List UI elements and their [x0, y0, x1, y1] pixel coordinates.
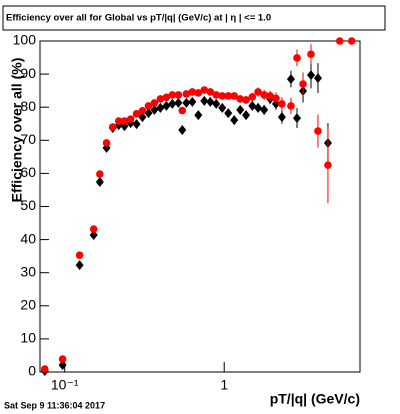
marker: [96, 170, 104, 178]
marker: [242, 110, 251, 121]
marker: [260, 91, 268, 99]
marker: [182, 90, 191, 98]
marker: [254, 102, 263, 113]
y-tick-label: 50: [20, 197, 36, 213]
marker: [126, 115, 135, 123]
marker: [150, 104, 159, 115]
marker: [75, 260, 84, 271]
marker: [293, 54, 301, 62]
timestamp: Sat Sep 9 11:36:04 2017: [4, 400, 105, 410]
marker: [324, 161, 332, 169]
marker: [132, 110, 141, 118]
marker: [138, 107, 147, 115]
marker: [314, 127, 322, 135]
marker: [182, 97, 191, 108]
marker: [200, 86, 209, 94]
marker: [206, 96, 215, 107]
marker: [95, 177, 104, 188]
marker: [236, 104, 245, 115]
marker: [347, 37, 356, 45]
y-tick-label: 30: [20, 263, 36, 279]
marker: [144, 108, 153, 119]
marker: [174, 97, 183, 108]
marker: [248, 93, 257, 101]
marker: [168, 91, 177, 99]
y-axis-label: Efficiency over all (%): [9, 58, 25, 203]
y-tick-label: 100: [13, 32, 37, 48]
marker: [162, 100, 171, 111]
marker: [40, 365, 49, 373]
marker: [138, 112, 147, 123]
y-tick-label: 40: [20, 230, 36, 246]
marker: [206, 88, 215, 96]
marker: [188, 96, 197, 107]
marker: [132, 119, 141, 130]
marker: [162, 93, 171, 102]
marker: [75, 251, 84, 259]
marker: [120, 117, 129, 125]
marker: [254, 88, 262, 96]
chart-title: Efficiency over all for Global vs pT/|q|…: [6, 13, 271, 24]
marker: [224, 92, 233, 100]
marker: [114, 117, 123, 125]
marker: [150, 99, 159, 107]
marker: [230, 115, 239, 126]
marker: [156, 95, 165, 103]
marker: [335, 37, 344, 45]
marker: [287, 102, 295, 110]
marker: [278, 100, 286, 108]
marker: [200, 95, 209, 106]
y-tick-label: 20: [20, 297, 36, 313]
y-tick-label: 60: [20, 164, 36, 180]
marker: [218, 102, 227, 113]
marker: [299, 80, 307, 88]
y-tick-label: 80: [20, 98, 36, 114]
y-tick-label: 0: [28, 363, 36, 379]
marker: [212, 98, 221, 109]
marker: [156, 102, 165, 113]
marker: [194, 110, 203, 121]
marker: [313, 73, 322, 84]
marker: [248, 100, 257, 111]
x-tick-label: 10⁻¹: [51, 377, 79, 393]
marker: [89, 229, 98, 240]
marker: [188, 88, 197, 96]
marker: [242, 96, 250, 104]
y-tick-label: 90: [20, 65, 36, 81]
marker: [102, 139, 111, 147]
marker: [58, 355, 67, 363]
marker: [236, 95, 245, 103]
marker: [277, 112, 286, 123]
x-axis-label: pT/|q| (GeV/c): [270, 391, 360, 407]
marker: [293, 113, 302, 124]
marker: [144, 102, 153, 110]
marker: [108, 123, 117, 131]
marker: [212, 91, 221, 99]
marker: [194, 89, 203, 97]
marker: [260, 104, 269, 115]
marker: [89, 225, 98, 233]
x-tick-label: 1: [220, 377, 228, 393]
title-box: [2, 5, 386, 31]
y-tick-label: 70: [20, 131, 36, 147]
marker: [168, 98, 177, 109]
marker: [178, 106, 187, 115]
marker: [272, 94, 280, 103]
marker: [174, 91, 183, 99]
marker: [178, 125, 187, 136]
marker: [58, 360, 67, 371]
marker: [286, 74, 295, 85]
marker: [266, 92, 274, 100]
marker: [218, 92, 227, 100]
y-tick-label: 10: [20, 330, 36, 346]
marker: [224, 108, 233, 119]
marker: [230, 92, 238, 100]
marker: [307, 70, 316, 81]
marker: [307, 50, 315, 59]
